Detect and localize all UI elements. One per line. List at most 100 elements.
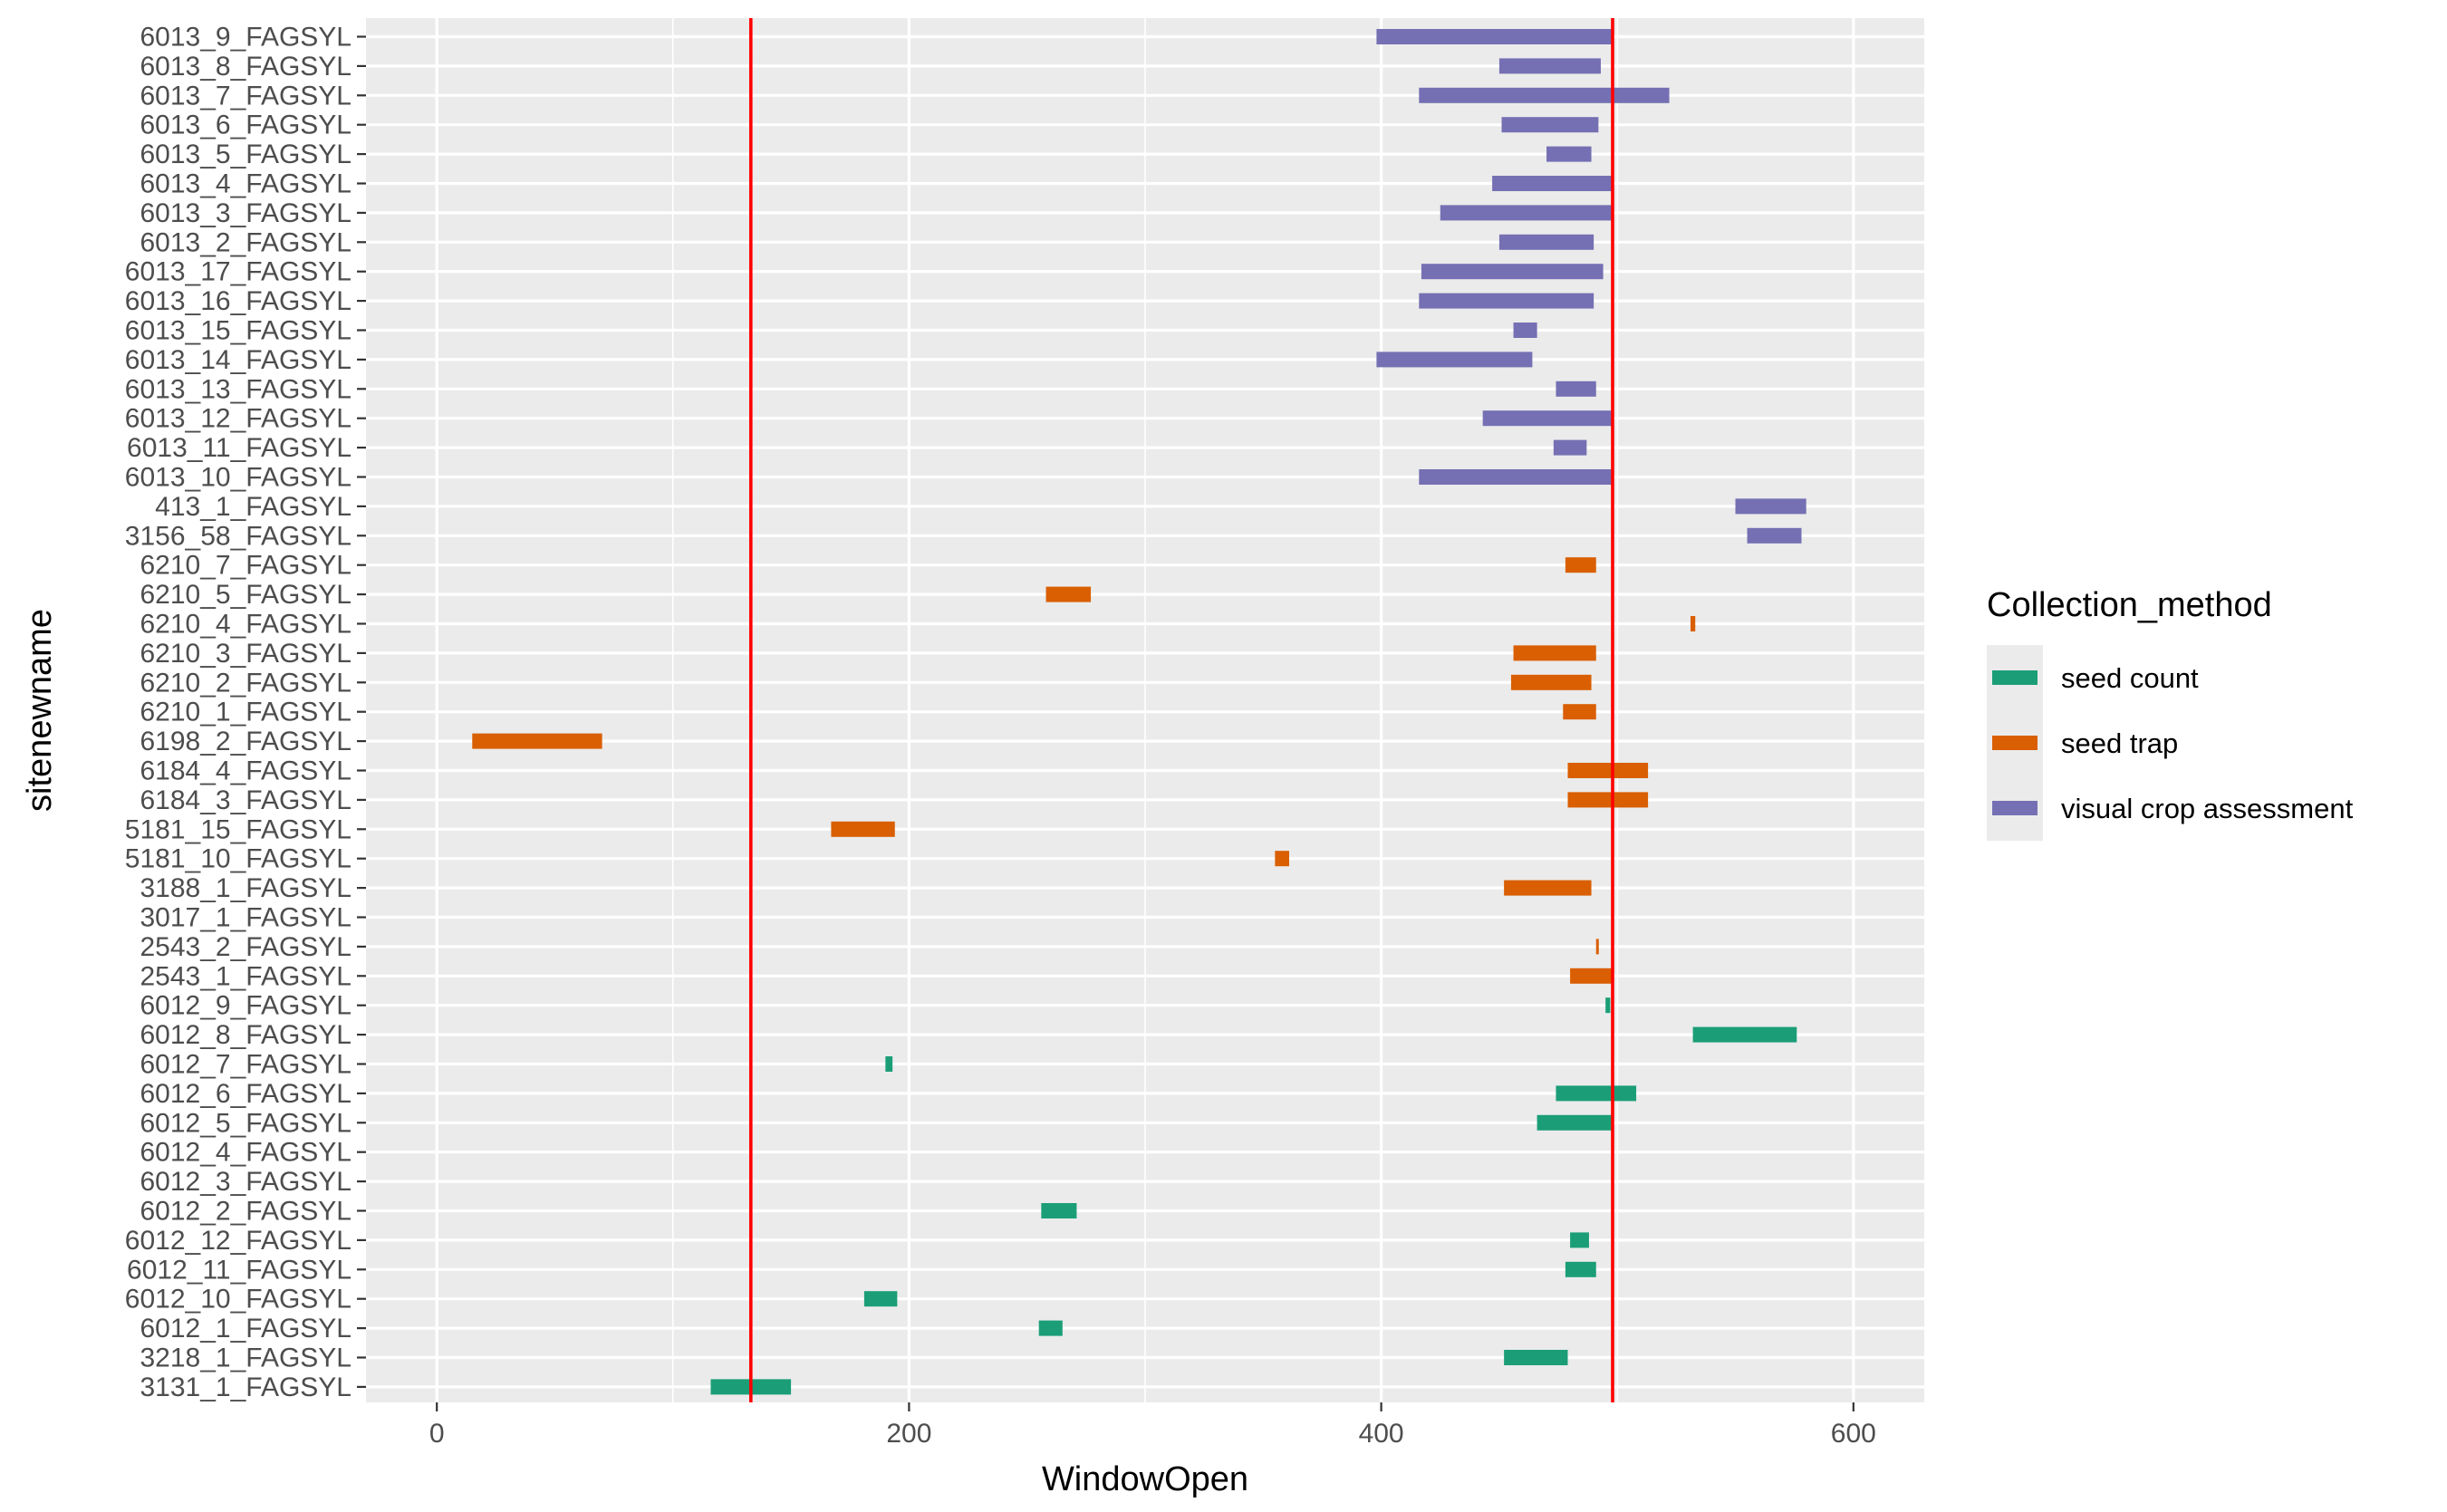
reference-lines: [748, 18, 1614, 1402]
y-tick-label: 6012_6_FAGSYL: [140, 1079, 352, 1109]
range-bar: [1747, 527, 1802, 544]
y-tick-label: 6013_14_FAGSYL: [125, 345, 352, 375]
range-bar: [1565, 1261, 1596, 1277]
range-bar: [1498, 58, 1601, 74]
range-bar: [1513, 323, 1537, 338]
range-bar: [1565, 557, 1596, 573]
y-tick-label: 6012_9_FAGSYL: [140, 991, 352, 1021]
range-bar: [1492, 176, 1613, 191]
range-bar: [1570, 968, 1613, 984]
range-bar: [1376, 352, 1533, 368]
y-tick-label: 6013_12_FAGSYL: [125, 404, 352, 434]
y-tick-label: 6013_9_FAGSYL: [140, 23, 352, 53]
range-bar: [1045, 586, 1092, 602]
x-tick-label: 400: [1359, 1419, 1404, 1449]
legend-key-swatch: [1992, 736, 2038, 750]
y-tick-label: 6013_15_FAGSYL: [125, 316, 352, 346]
grid-lines: [366, 18, 1924, 1402]
y-tick-label: 6184_4_FAGSYL: [140, 756, 352, 786]
x-tick-label: 200: [886, 1419, 931, 1449]
range-bar: [1605, 997, 1611, 1014]
y-tick-label: 6013_13_FAGSYL: [125, 374, 352, 404]
y-tick-label: 6012_2_FAGSYL: [140, 1197, 352, 1227]
y-tick-label: 3218_1_FAGSYL: [140, 1343, 352, 1373]
y-tick-label: 6184_3_FAGSYL: [140, 785, 352, 815]
range-bar: [1556, 1085, 1637, 1102]
y-tick-label: 6013_2_FAGSYL: [140, 227, 352, 257]
range-bar: [1556, 380, 1596, 397]
y-tick-label: 6013_4_FAGSYL: [140, 169, 352, 199]
y-tick-label: 6012_3_FAGSYL: [140, 1167, 352, 1197]
y-tick-label: 6013_7_FAGSYL: [140, 81, 352, 111]
y-tick-label: 6210_5_FAGSYL: [140, 580, 352, 610]
y-tick-label: 6012_5_FAGSYL: [140, 1108, 352, 1138]
range-bar: [1275, 851, 1289, 867]
y-tick-label: 6012_8_FAGSYL: [140, 1020, 352, 1050]
range-bar: [1553, 439, 1587, 456]
range-bar: [863, 1291, 898, 1307]
range-bar: [1692, 1026, 1797, 1043]
legend-label: visual crop assessment: [2061, 793, 2354, 824]
legend-key-swatch: [1992, 670, 2038, 685]
y-tick-label: 2543_1_FAGSYL: [140, 961, 352, 991]
y-tick-label: 6012_1_FAGSYL: [140, 1314, 352, 1343]
y-tick-label: 413_1_FAGSYL: [155, 492, 352, 522]
x-tick-label: 600: [1831, 1419, 1876, 1449]
y-axis: 6013_9_FAGSYL6013_8_FAGSYL6013_7_FAGSYL6…: [125, 23, 366, 1402]
range-bar: [1595, 939, 1599, 955]
legend: Collection_method seed count seed trap vis…: [1987, 586, 2354, 841]
y-tick-label: 3017_1_FAGSYL: [140, 903, 352, 933]
range-bar: [1563, 704, 1596, 720]
range-bar: [1570, 1232, 1589, 1248]
y-tick-label: 6012_11_FAGSYL: [127, 1255, 352, 1285]
y-tick-label: 6210_3_FAGSYL: [140, 639, 352, 669]
range-bar: [472, 733, 602, 749]
y-tick-label: 6210_1_FAGSYL: [140, 698, 352, 727]
y-tick-label: 6012_10_FAGSYL: [125, 1285, 352, 1315]
range-bar: [1546, 146, 1592, 162]
range-bar: [1504, 1350, 1568, 1365]
range-bar: [1537, 1114, 1613, 1131]
y-tick-label: 6012_12_FAGSYL: [125, 1226, 352, 1256]
y-tick-label: 6013_6_FAGSYL: [140, 111, 352, 140]
y-tick-label: 6013_3_FAGSYL: [140, 198, 352, 228]
y-tick-label: 6210_2_FAGSYL: [140, 668, 352, 698]
y-tick-label: 6012_7_FAGSYL: [140, 1050, 352, 1080]
x-axis-title: WindowOpen: [1042, 1460, 1248, 1498]
y-tick-label: 3131_1_FAGSYL: [140, 1372, 352, 1402]
range-bar: [1735, 498, 1806, 515]
y-tick-label: 3156_58_FAGSYL: [125, 521, 352, 551]
range-bar: [1419, 293, 1594, 309]
range-bar: [1567, 763, 1649, 778]
range-bar: [1419, 87, 1670, 103]
y-tick-label: 2543_2_FAGSYL: [140, 932, 352, 962]
range-bar: [1498, 234, 1594, 250]
legend-label: seed count: [2061, 662, 2199, 694]
range-bar: [1482, 410, 1613, 427]
data-bars: [472, 29, 1806, 1395]
range-bar: [1513, 645, 1596, 661]
range-bar: [831, 821, 895, 837]
y-tick-label: 6013_10_FAGSYL: [125, 463, 352, 493]
range-bar: [1504, 880, 1592, 896]
legend-key-swatch: [1992, 801, 2038, 815]
range-bar: [1038, 1320, 1063, 1336]
y-tick-label: 6013_5_FAGSYL: [140, 140, 352, 169]
range-bar: [1376, 29, 1613, 44]
y-tick-label: 6012_4_FAGSYL: [140, 1138, 352, 1168]
y-tick-label: 6210_4_FAGSYL: [140, 610, 352, 640]
y-tick-label: 5181_10_FAGSYL: [125, 844, 352, 874]
range-bar: [1419, 469, 1613, 485]
x-axis: 0 200 400 600: [429, 1402, 1876, 1449]
y-tick-label: 6013_8_FAGSYL: [140, 52, 352, 82]
y-axis-title: sitenewname: [21, 609, 59, 812]
range-bar: [1567, 792, 1649, 808]
legend-title: Collection_method: [1987, 586, 2272, 624]
range-bar: [1691, 616, 1696, 631]
range-bar: [1510, 674, 1592, 690]
y-tick-label: 6013_16_FAGSYL: [125, 286, 352, 316]
y-tick-label: 3188_1_FAGSYL: [140, 873, 352, 903]
range-bar: [1421, 264, 1604, 280]
y-tick-label: 6013_17_FAGSYL: [125, 257, 352, 287]
